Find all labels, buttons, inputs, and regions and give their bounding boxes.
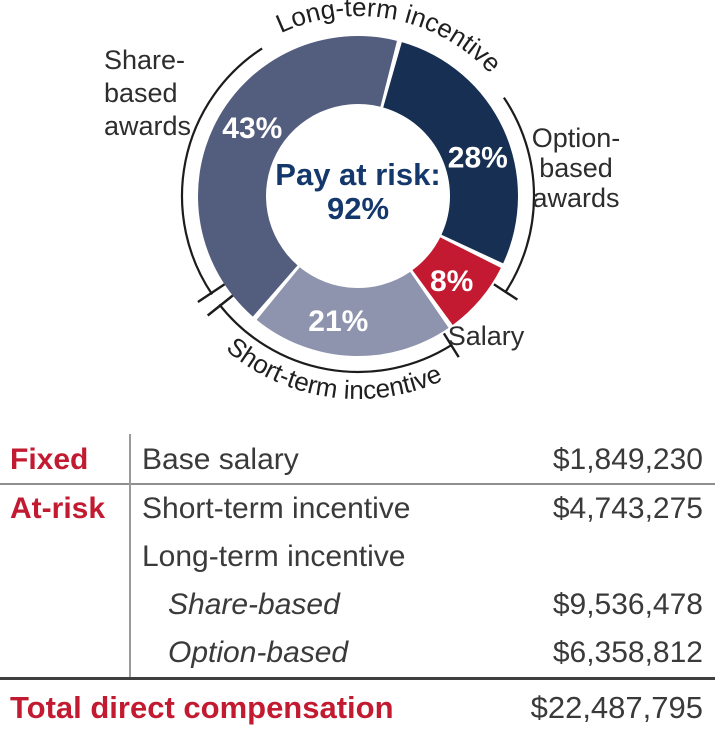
row-category: At-risk (10, 492, 106, 525)
long-term-bracket-arc-left (180, 47, 263, 296)
pay-mix-donut-chart: 28% 8% 21% 43% Long-term incentive Short-te… (104, 0, 642, 405)
row-value: $6,358,812 (552, 636, 703, 669)
row-value: $1,849,230 (552, 443, 703, 476)
donut-slice-labels: 28% 8% 21% 43% (222, 112, 508, 338)
salary-label: Salary (447, 321, 525, 351)
bracket-double-tick-2 (197, 283, 226, 304)
row-item: Share-based (168, 588, 340, 621)
table-row-long-term: Long-term incentive (0, 533, 715, 581)
option-label-line3: awards (532, 183, 620, 213)
slice-pct-label-8: 8% (430, 265, 473, 298)
slice-pct-label-28: 28% (448, 142, 508, 175)
donut-slice-short-term-incentive (256, 267, 449, 356)
option-based-awards-label: Option- based awards (510, 123, 642, 213)
row-value: $9,536,478 (552, 588, 703, 621)
row-item: Base salary (142, 443, 299, 476)
short-term-bracket-arc (218, 303, 452, 374)
row-item: Option-based (168, 636, 349, 669)
slice-pct-label-21: 21% (308, 305, 368, 338)
table-row-fixed: Fixed Base salary $1,849,230 (0, 437, 715, 485)
share-label-line2: based (104, 78, 178, 108)
row-item: Long-term incentive (142, 540, 406, 573)
donut-slice-share-based-awards (198, 36, 397, 317)
bracket-tick-salary-boundary (493, 283, 519, 301)
total-value: $22,487,795 (530, 689, 703, 725)
table-row-option-based: Option-based $6,358,812 (0, 629, 715, 677)
share-based-awards-label: Share- based awards (104, 44, 191, 143)
table-row-share-based: Share-based $9,536,478 (0, 581, 715, 629)
table-vertical-divider (129, 434, 131, 677)
option-label-line1: Option- (531, 123, 621, 153)
row-category: Fixed (10, 443, 89, 476)
option-label-line2: based (539, 153, 613, 183)
bracket-double-tick-1 (206, 294, 234, 317)
total-label: Total direct compensation (10, 689, 394, 725)
row-value: $4,743,275 (552, 492, 703, 525)
donut-slice-salary (412, 237, 501, 325)
table-total-row: Total direct compensation $22,487,795 (0, 677, 715, 735)
donut-slices (198, 36, 518, 356)
donut-slice-option-based-awards (383, 42, 518, 264)
share-label-line1: Share- (104, 45, 186, 75)
share-label-line3: awards (104, 111, 192, 141)
slice-pct-label-43: 43% (222, 112, 282, 145)
table-row-short-term: At-risk Short-term incentive $4,743,275 (0, 485, 715, 533)
row-item: Short-term incentive (142, 492, 411, 525)
donut-svg: 28%8%21%43% Long-term incentive Short-te… (180, 0, 536, 405)
center-label-line1: Pay at risk: (275, 157, 440, 192)
bracket-tick-short-term-end (442, 332, 460, 358)
center-label-line2: 92% (327, 191, 389, 226)
compensation-table: Fixed Base salary $1,849,230 At-risk Sho… (0, 434, 715, 735)
long-term-bracket-arc-right (502, 96, 536, 293)
